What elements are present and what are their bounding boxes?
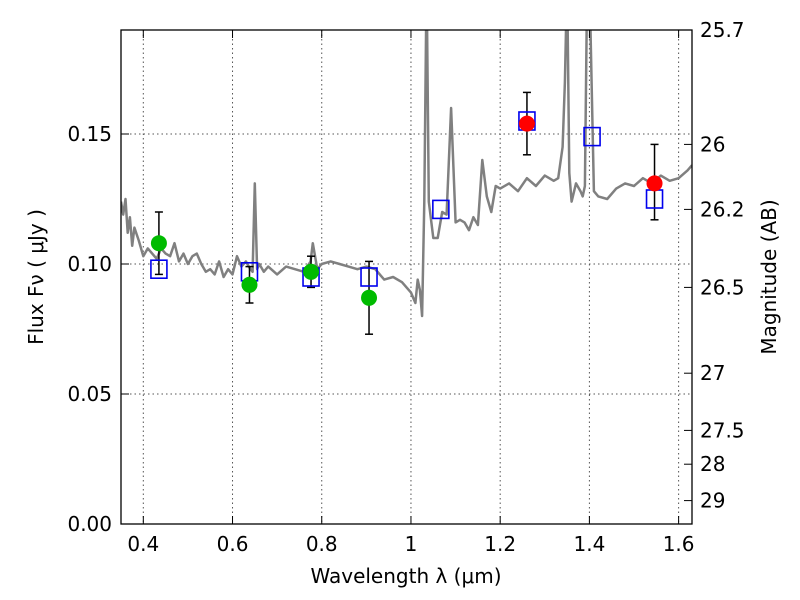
model-square-point	[583, 126, 601, 147]
right-tick-label: 28	[700, 452, 725, 476]
x-tick-label: 1.6	[663, 532, 695, 556]
y-tick-label: 0.00	[67, 512, 112, 536]
data-layer	[121, 30, 692, 335]
x-tick-label: 0.4	[127, 532, 159, 556]
x-tick-label: 1	[405, 532, 418, 556]
red-flux-point	[646, 175, 663, 192]
y-axis-title: Flux Fν ( μJy )	[24, 209, 48, 345]
x-axis-title: Wavelength λ (μm)	[310, 564, 501, 588]
right-tick-label: 29	[700, 489, 725, 513]
x-tick-label: 0.8	[306, 532, 338, 556]
y-tick-label: 0.10	[67, 252, 112, 276]
y-tick-label: 0.15	[67, 122, 112, 146]
right-tick-label: 25.7	[700, 18, 745, 42]
x-tick-label: 0.6	[217, 532, 249, 556]
y-tick-label: 0.05	[67, 382, 112, 406]
model-square-point	[360, 267, 378, 287]
green-flux-point	[361, 289, 378, 306]
plot-area	[121, 30, 692, 524]
ticks: 0.4 0.6 0.8 1 1.2 1.4 1.6 0.00 0.05 0.10 0.15 25.7 2…	[67, 18, 744, 556]
red-flux-point	[518, 115, 535, 132]
green-flux-point	[150, 235, 167, 252]
right-tick-label: 27.5	[700, 418, 745, 442]
right-tick-label: 26	[700, 132, 725, 156]
right-tick-label: 26.5	[700, 275, 745, 299]
plot-frame	[120, 29, 693, 525]
model-square-point	[150, 259, 168, 280]
model-square-point	[432, 199, 450, 220]
x-tick-label: 1.4	[573, 532, 605, 556]
green-flux-point	[303, 263, 320, 280]
green-flux-point	[241, 276, 258, 293]
right-tick-label: 26.2	[700, 197, 745, 221]
spectrum-line	[121, 30, 692, 318]
x-tick-label: 1.2	[484, 532, 516, 556]
right-tick-label: 27	[700, 361, 725, 385]
right-axis-title: Magnitude (AB)	[757, 199, 781, 354]
